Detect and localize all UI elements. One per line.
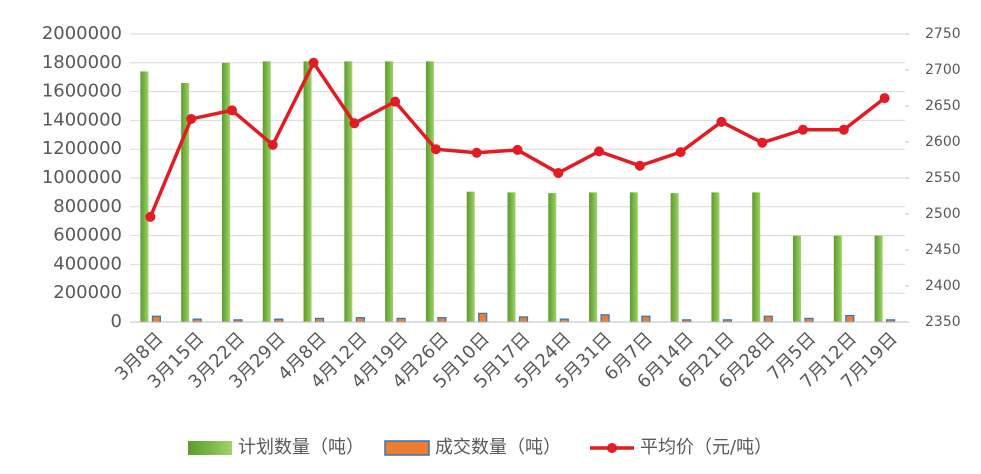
bar xyxy=(466,191,475,322)
y-tick-label: 1400000 xyxy=(42,109,122,130)
y2-tick-label: 2500 xyxy=(925,206,961,222)
line-marker xyxy=(512,144,523,155)
legend-label: 计划数量（吨） xyxy=(238,437,364,458)
bar xyxy=(396,317,406,323)
bar xyxy=(303,61,312,323)
y-tick-label: 1200000 xyxy=(42,138,122,159)
bar xyxy=(478,312,488,323)
y-tick-label: 1000000 xyxy=(42,167,122,188)
line-marker xyxy=(349,118,360,129)
y2-tick-label: 2450 xyxy=(925,242,961,258)
line-marker xyxy=(186,113,197,124)
y2-tick-label: 2650 xyxy=(925,98,961,114)
line-marker xyxy=(267,139,278,150)
line-marker xyxy=(838,124,849,135)
bar xyxy=(262,61,271,323)
y2-tick-label: 2400 xyxy=(925,278,961,294)
bar xyxy=(518,316,529,323)
bar xyxy=(314,317,325,323)
line-marker xyxy=(390,96,401,107)
bar xyxy=(425,61,434,323)
bar xyxy=(140,71,149,322)
line-marker xyxy=(634,160,645,171)
line-marker xyxy=(716,116,727,127)
bar xyxy=(833,235,842,322)
bar xyxy=(670,193,679,322)
y2-tick-label: 2700 xyxy=(925,62,961,78)
bar xyxy=(385,61,394,323)
y-tick-label: 2000000 xyxy=(42,23,122,44)
line-marker xyxy=(145,211,156,222)
y-tick-label: 400000 xyxy=(53,253,122,274)
bar xyxy=(355,317,365,323)
bar xyxy=(344,61,353,323)
legend-label: 平均价（元/吨） xyxy=(640,437,772,458)
bar xyxy=(507,192,516,322)
bar xyxy=(793,235,802,322)
line-marker xyxy=(471,147,482,158)
line-marker xyxy=(675,147,686,158)
y-tick-label: 600000 xyxy=(53,225,122,246)
line-marker xyxy=(308,57,319,68)
legend-swatch xyxy=(607,443,617,453)
legend-swatch xyxy=(188,441,232,455)
bar xyxy=(589,192,598,322)
bar xyxy=(874,235,883,322)
line-marker xyxy=(879,93,890,104)
y2-tick-label: 2550 xyxy=(925,170,961,186)
bar xyxy=(641,315,651,323)
line-marker xyxy=(553,167,564,178)
line-marker xyxy=(757,137,768,148)
bar xyxy=(711,192,720,322)
line-marker xyxy=(226,105,237,116)
bar xyxy=(629,192,638,322)
bar xyxy=(763,315,773,323)
y-tick-label: 800000 xyxy=(53,196,122,217)
legend-swatch xyxy=(384,440,430,456)
bar xyxy=(181,82,190,323)
bar xyxy=(752,192,761,322)
y2-tick-label: 2750 xyxy=(925,26,961,42)
y-tick-label: 1600000 xyxy=(42,81,122,102)
bar xyxy=(845,314,855,323)
y-tick-label: 0 xyxy=(111,311,122,332)
bar xyxy=(548,193,557,322)
bar xyxy=(804,317,814,323)
y2-tick-label: 2600 xyxy=(925,134,961,150)
bar xyxy=(600,314,610,323)
line-marker xyxy=(594,146,605,157)
y-tick-label: 200000 xyxy=(53,282,122,303)
line xyxy=(148,59,886,218)
y2-tick-label: 2350 xyxy=(925,314,961,330)
bar xyxy=(437,317,447,323)
legend-label: 成交数量（吨） xyxy=(435,437,561,458)
line-marker xyxy=(798,124,809,135)
bar xyxy=(221,62,230,323)
y-tick-label: 1800000 xyxy=(42,52,122,73)
line-marker xyxy=(430,144,441,155)
bar xyxy=(151,315,161,323)
